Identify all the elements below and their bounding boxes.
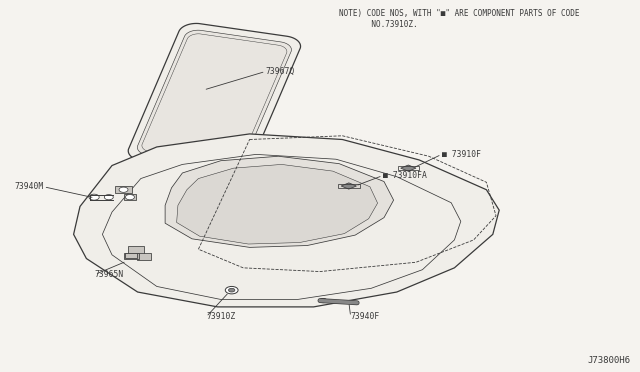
Text: ■ 73910F: ■ 73910F (442, 150, 481, 159)
Polygon shape (165, 156, 394, 247)
Circle shape (225, 286, 238, 294)
Text: J73800H6: J73800H6 (588, 356, 630, 365)
Polygon shape (115, 186, 132, 193)
Circle shape (125, 195, 134, 200)
Circle shape (89, 194, 99, 200)
Polygon shape (137, 253, 151, 260)
Text: NOTE) CODE NOS, WITH "■" ARE COMPONENT PARTS OF CODE
       NO.73910Z.: NOTE) CODE NOS, WITH "■" ARE COMPONENT P… (339, 9, 580, 29)
Polygon shape (124, 194, 136, 200)
Polygon shape (128, 23, 301, 174)
Text: 73965N: 73965N (95, 270, 124, 279)
Text: ■ 73910FA: ■ 73910FA (383, 171, 427, 180)
Text: 73910Z: 73910Z (206, 312, 236, 321)
Circle shape (104, 195, 113, 200)
Circle shape (119, 187, 128, 192)
Text: 73967Q: 73967Q (266, 67, 295, 76)
Text: 73940M: 73940M (14, 182, 44, 191)
Polygon shape (401, 165, 416, 171)
Polygon shape (341, 183, 356, 189)
Polygon shape (74, 134, 499, 307)
Polygon shape (177, 164, 378, 244)
Polygon shape (128, 246, 144, 254)
Polygon shape (125, 253, 137, 259)
Text: 73940F: 73940F (351, 312, 380, 321)
Polygon shape (138, 30, 291, 167)
Polygon shape (142, 34, 287, 163)
Polygon shape (124, 253, 139, 259)
Circle shape (319, 298, 327, 303)
Circle shape (228, 288, 235, 292)
Polygon shape (102, 154, 461, 299)
